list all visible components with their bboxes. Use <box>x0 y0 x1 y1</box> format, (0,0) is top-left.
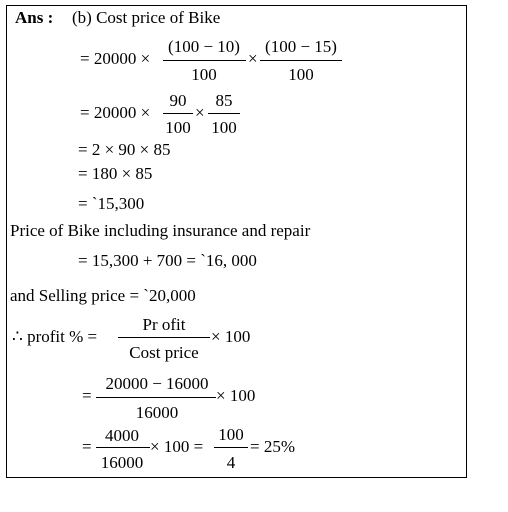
operator: × <box>195 103 205 122</box>
denominator: 16000 <box>101 453 144 472</box>
operator: × 100 = <box>150 437 203 456</box>
step-lead: ∴ profit % = <box>12 327 97 346</box>
denominator: Cost price <box>129 343 198 362</box>
numerator: (100 − 10) <box>168 37 240 56</box>
denominator: 100 <box>191 65 217 84</box>
answer-box <box>6 5 467 478</box>
text-line: and Selling price = `20,000 <box>10 286 196 305</box>
numerator: 85 <box>216 91 233 110</box>
answer-label: Ans : <box>15 8 53 27</box>
denominator: 100 <box>211 118 237 137</box>
denominator: 16000 <box>136 403 179 422</box>
step: = 180 × 85 <box>78 164 152 183</box>
numerator: 100 <box>218 425 244 444</box>
step-lead: = 20000 × <box>80 49 150 68</box>
step-lead: = <box>82 386 92 405</box>
denominator: 4 <box>227 453 236 472</box>
heading: (b) Cost price of Bike <box>72 8 220 27</box>
step-lead: = 20000 × <box>80 103 150 122</box>
numerator: 4000 <box>105 426 139 445</box>
numerator: 20000 − 16000 <box>105 374 208 393</box>
operator: × 100 <box>216 386 255 405</box>
step: = 2 × 90 × 85 <box>78 140 171 159</box>
numerator: 90 <box>170 91 187 110</box>
text-line: Price of Bike including insurance and re… <box>10 221 311 240</box>
step: = `15,300 <box>78 194 144 213</box>
numerator: (100 − 15) <box>265 37 337 56</box>
step: = 15,300 + 700 = `16, 000 <box>78 251 257 270</box>
denominator: 100 <box>165 118 191 137</box>
numerator: Pr ofit <box>143 315 186 334</box>
operator: × <box>248 49 258 68</box>
denominator: 100 <box>288 65 314 84</box>
result: = 25% <box>250 437 295 456</box>
operator: × 100 <box>211 327 250 346</box>
step-lead: = <box>82 437 92 456</box>
